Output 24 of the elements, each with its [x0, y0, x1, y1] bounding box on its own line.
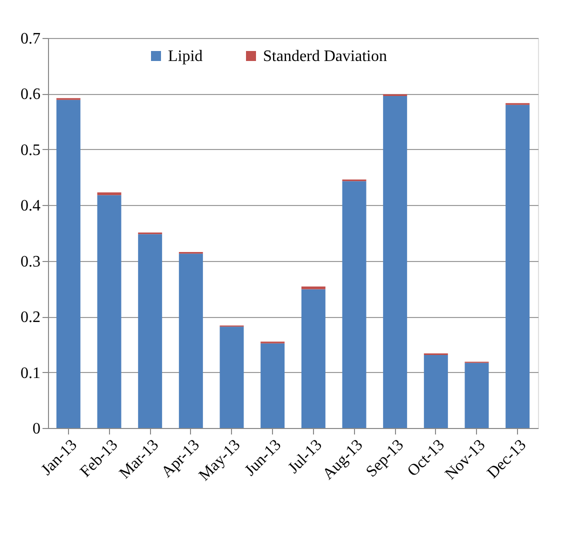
bar	[301, 286, 326, 290]
y-tick-label: 0.1	[20, 364, 40, 382]
y-tick-label: 0	[32, 420, 40, 438]
bar	[464, 362, 489, 428]
bar	[301, 289, 326, 428]
y-tick-label: 0.7	[20, 30, 40, 48]
y-tick-label: 0.2	[20, 309, 40, 326]
bar	[220, 326, 244, 428]
y-tick-label: 0.5	[20, 142, 40, 159]
bar	[56, 100, 80, 428]
bar	[342, 181, 366, 428]
y-tick-label: 0.6	[20, 86, 40, 104]
bar	[506, 104, 530, 428]
bar	[138, 234, 162, 428]
bar	[178, 254, 203, 428]
legend-label: Lipid	[168, 48, 203, 65]
bar	[97, 192, 122, 196]
y-tick-label: 0.4	[20, 198, 40, 215]
bar	[383, 96, 408, 428]
bar	[97, 195, 122, 428]
bar	[260, 343, 285, 428]
bar	[424, 355, 448, 428]
legend-label: Standerd Daviation	[263, 48, 387, 65]
y-tick-label: 0.3	[20, 253, 40, 270]
